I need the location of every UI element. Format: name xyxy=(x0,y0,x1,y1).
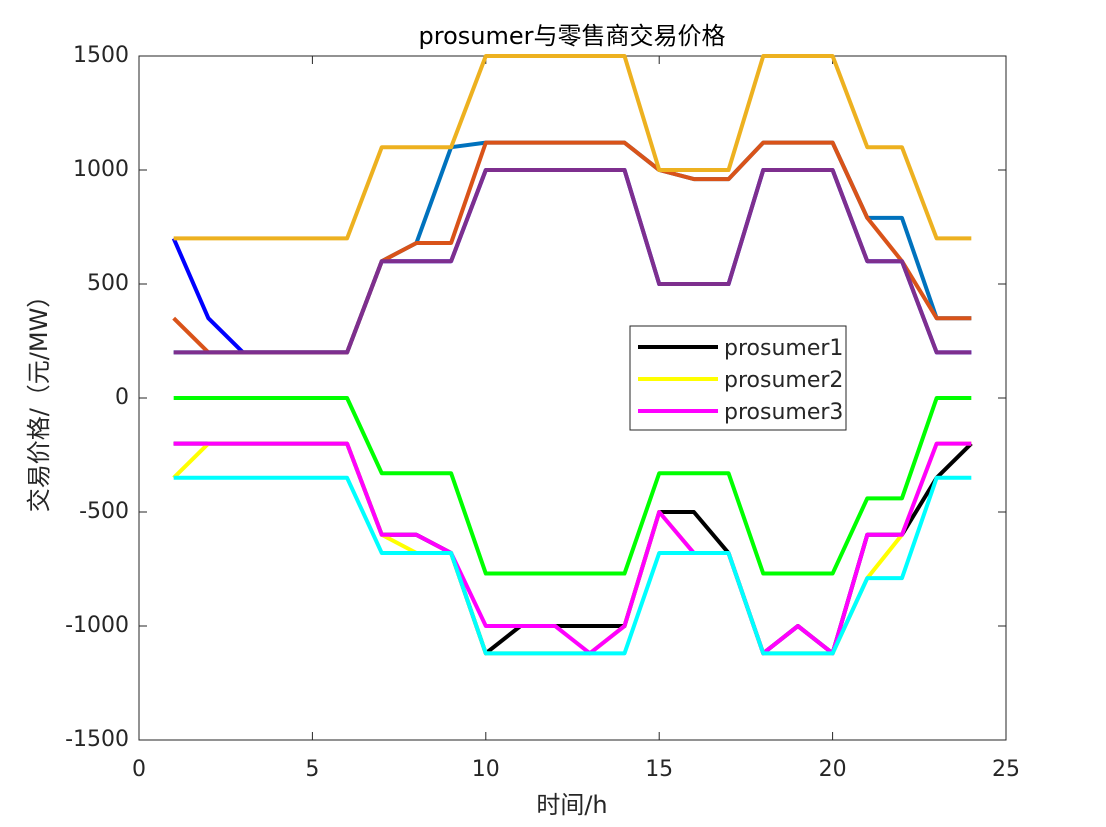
series-line xyxy=(173,475,972,656)
x-axis-label: 时间/h xyxy=(536,791,607,819)
y-tick-label: 0 xyxy=(115,385,129,410)
series-line xyxy=(173,168,972,355)
series-line xyxy=(173,54,972,241)
x-tick-label: 15 xyxy=(645,757,673,782)
series-line xyxy=(173,396,972,576)
y-tick-label: -500 xyxy=(79,499,129,524)
x-tick-label: 10 xyxy=(472,757,500,782)
legend-label: prosumer1 xyxy=(724,336,843,361)
x-tick-label: 0 xyxy=(132,757,146,782)
y-tick-label: -1000 xyxy=(65,613,129,638)
legend-label: prosumer2 xyxy=(724,368,843,393)
x-tick-label: 5 xyxy=(305,757,319,782)
y-tick-label: 1000 xyxy=(73,157,129,182)
x-tick-label: 20 xyxy=(819,757,847,782)
y-tick-label: -1500 xyxy=(65,727,129,752)
series-line xyxy=(173,441,972,656)
y-axis-label: 交易价格/（元/MW） xyxy=(25,284,53,513)
chart-title: prosumer与零售商交易价格 xyxy=(419,22,726,50)
y-tick-label: 1500 xyxy=(73,43,129,68)
x-tick-label: 25 xyxy=(992,757,1020,782)
legend: prosumer1 prosumer2 prosumer3 xyxy=(629,325,847,431)
legend-label: prosumer3 xyxy=(724,400,843,425)
y-tick-label: 500 xyxy=(87,271,129,296)
